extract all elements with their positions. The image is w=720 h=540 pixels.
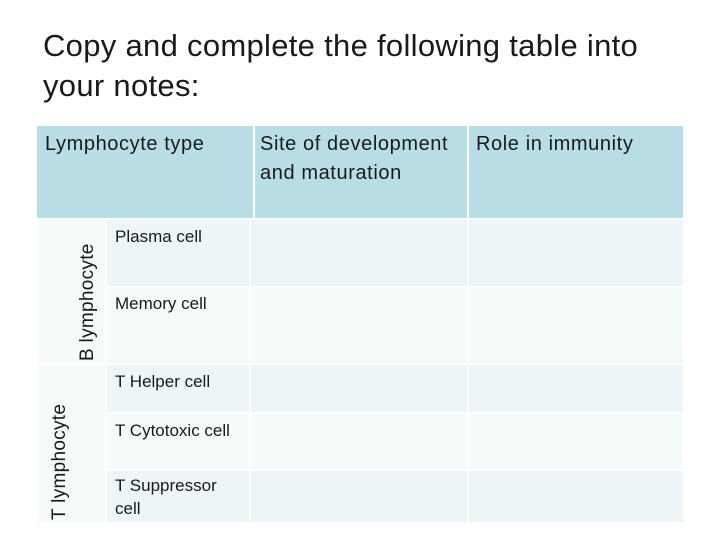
- row-label-plasma-cell: Plasma cell: [115, 227, 202, 246]
- row-label-t-suppressor-cell: T Suppressor cell: [115, 476, 217, 518]
- role-cell-memory[interactable]: [467, 288, 469, 363]
- role-cell-t-helper[interactable]: [467, 365, 469, 412]
- group-t-column: T lymphocyte: [37, 365, 105, 522]
- site-cell-t-cytotoxic[interactable]: [249, 414, 251, 469]
- table-row: [107, 288, 683, 363]
- header-site-label: Site of development and maturation: [260, 133, 449, 184]
- page-title: Copy and complete the following table in…: [43, 28, 639, 103]
- role-cell-t-suppressor[interactable]: [467, 471, 469, 522]
- row-label-memory-cell: Memory cell: [115, 294, 207, 313]
- role-cell-t-cytotoxic[interactable]: [467, 414, 469, 469]
- role-cell-plasma[interactable]: [467, 220, 469, 286]
- table-row: [107, 471, 683, 522]
- site-cell-plasma[interactable]: [249, 220, 251, 286]
- group-b-column: B lymphocyte: [37, 220, 105, 363]
- header-role-cell: Role in immunity: [469, 126, 683, 218]
- row-label-t-helper-cell: T Helper cell: [115, 372, 211, 391]
- site-cell-t-suppressor[interactable]: [249, 471, 251, 522]
- site-cell-t-helper[interactable]: [249, 365, 251, 412]
- table-row: [107, 220, 683, 286]
- group-t-label: T lymphocyte: [49, 403, 70, 520]
- row-label-t-cytotoxic-cell: T Cytotoxic cell: [115, 421, 230, 440]
- site-cell-memory[interactable]: [249, 288, 251, 363]
- header-type-cell: Lymphocyte type: [37, 126, 253, 218]
- header-site-cell: Site of development and maturation: [255, 126, 467, 218]
- header-type-label: Lymphocyte type: [45, 133, 205, 155]
- group-b-label: B lymphocyte: [77, 243, 98, 361]
- table-row: [107, 414, 683, 469]
- table-row: [107, 365, 683, 412]
- header-role-label: Role in immunity: [476, 133, 634, 155]
